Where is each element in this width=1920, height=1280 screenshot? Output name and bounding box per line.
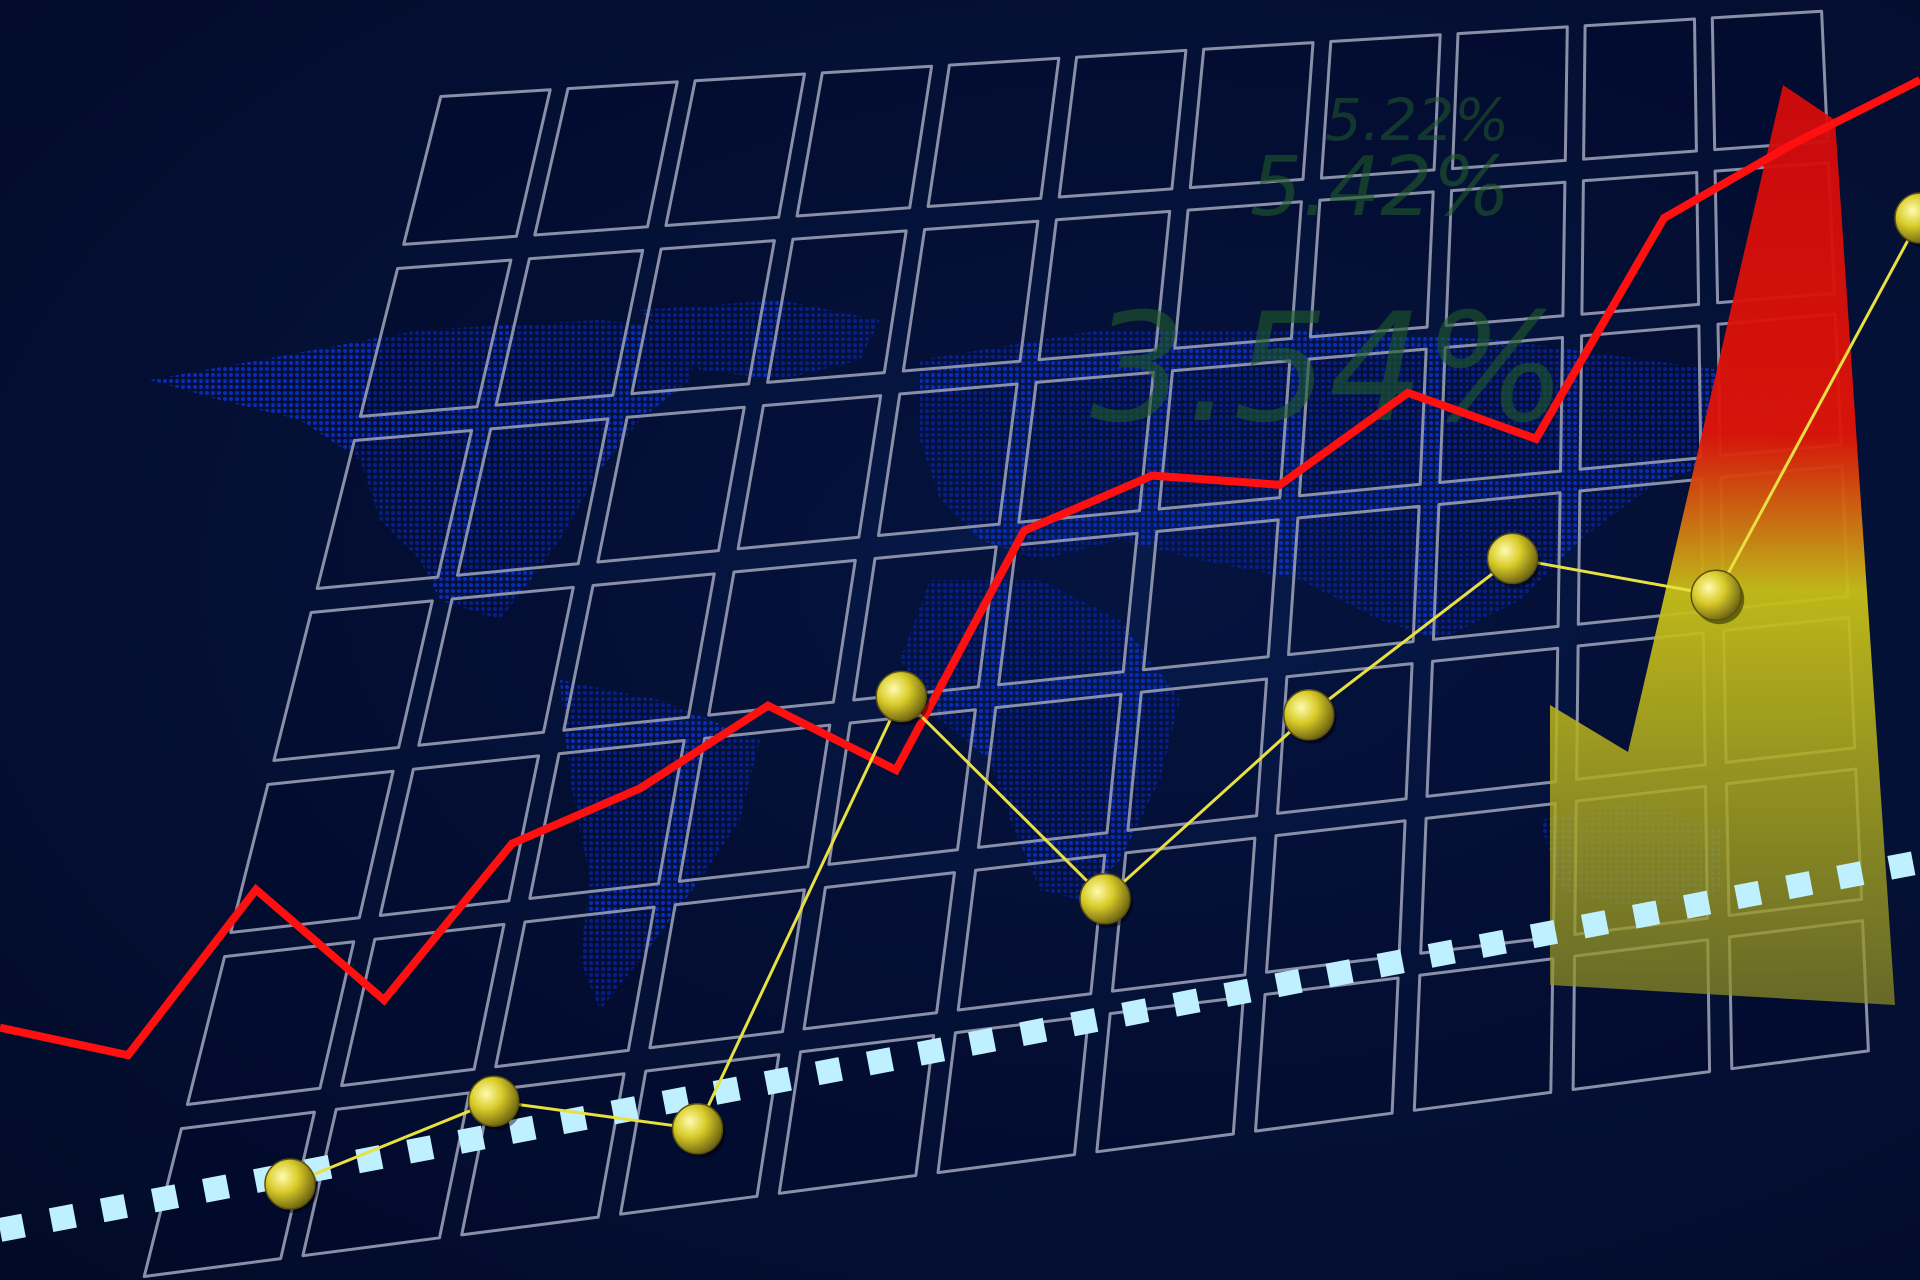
yellow-data-point [1894, 192, 1920, 244]
grid-cell [1451, 25, 1569, 171]
percent-label-top: 5.22% [1325, 86, 1509, 154]
percent-label-middle: 5.42% [1250, 140, 1511, 235]
yellow-data-point [264, 1158, 316, 1210]
grid-cell [827, 708, 977, 866]
grid-cell [766, 229, 908, 384]
growth-arrow [1550, 85, 1895, 1005]
grid-cell [1142, 518, 1280, 672]
grid-cell [1444, 180, 1567, 327]
grid-cell [272, 599, 434, 762]
grid-cell [1057, 48, 1188, 199]
grid-cell [358, 258, 513, 418]
grid-cell [185, 940, 356, 1106]
percent-label-large: 3.54% [1090, 282, 1567, 456]
grid-cell [533, 80, 679, 237]
grid-cell [494, 905, 656, 1069]
yellow-data-point [1283, 689, 1335, 741]
perspective-grid [142, 9, 1870, 1278]
grid-cell [736, 394, 883, 551]
grid-cell [1126, 677, 1269, 832]
yellow-data-point [1079, 873, 1131, 925]
grid-cell [562, 572, 716, 732]
grid-cell [630, 239, 776, 396]
grid-cell [707, 558, 857, 717]
grid-cell [648, 888, 806, 1050]
grid-cell [301, 1091, 471, 1258]
grid-cell [976, 692, 1123, 849]
grid-cell [997, 531, 1139, 687]
grid-cell [378, 754, 541, 917]
grid-cell [1157, 359, 1292, 511]
grid-cell [1319, 33, 1442, 180]
grid-cell [1412, 957, 1555, 1112]
grid-cell [1308, 190, 1435, 339]
grid-cell [229, 769, 395, 934]
grid-cell [777, 1034, 936, 1195]
grid-cell [956, 853, 1107, 1012]
grid-cell [1188, 41, 1315, 190]
grid-cell [1582, 17, 1698, 161]
grid-cell [877, 382, 1019, 537]
grid-cell [926, 56, 1061, 208]
grid-cell [1265, 819, 1407, 974]
series-dotted-baseline [0, 850, 1920, 1242]
grid-cell [1254, 976, 1400, 1133]
grid-cell [1287, 504, 1421, 657]
north-america-shape [150, 320, 700, 620]
grid-cell [1578, 324, 1703, 471]
grid-cell [1110, 836, 1257, 993]
south-america-shape [560, 680, 760, 1010]
grid-cell [528, 739, 686, 900]
grid-cell [1173, 200, 1303, 350]
grid-cell [852, 545, 998, 702]
grid-cell [340, 922, 506, 1088]
grid-cell [1037, 209, 1172, 362]
grid-cell [1425, 646, 1560, 798]
greenland-shape [640, 300, 880, 380]
grid-cell [1438, 336, 1564, 484]
world-map-background [150, 300, 1820, 1010]
grid-cell [402, 88, 552, 246]
grid-cell [901, 219, 1040, 373]
grid-cell [795, 64, 934, 218]
grid-cell [677, 723, 832, 883]
grid-cell [1580, 171, 1701, 316]
series-red-line [0, 76, 1920, 1060]
africa-shape [900, 580, 1180, 900]
grid-cell [315, 429, 474, 590]
europe-asia-shape [920, 330, 1820, 640]
yellow-data-point [1486, 532, 1539, 585]
grid-cell [456, 417, 610, 577]
grid-cell [802, 871, 956, 1031]
grid-cell [596, 405, 746, 564]
yellow-data-point [1690, 569, 1742, 621]
yellow-data-point [875, 670, 927, 723]
yellow-data-point [671, 1103, 724, 1155]
yellow-data-point [468, 1075, 520, 1127]
series-layer [0, 76, 1920, 1242]
grid-cell [417, 585, 575, 747]
grid-cell [494, 248, 645, 407]
grid-cell [1095, 995, 1245, 1154]
grid-cell [1017, 370, 1155, 524]
grid-cell [664, 72, 806, 227]
grid-cell [936, 1014, 1090, 1175]
